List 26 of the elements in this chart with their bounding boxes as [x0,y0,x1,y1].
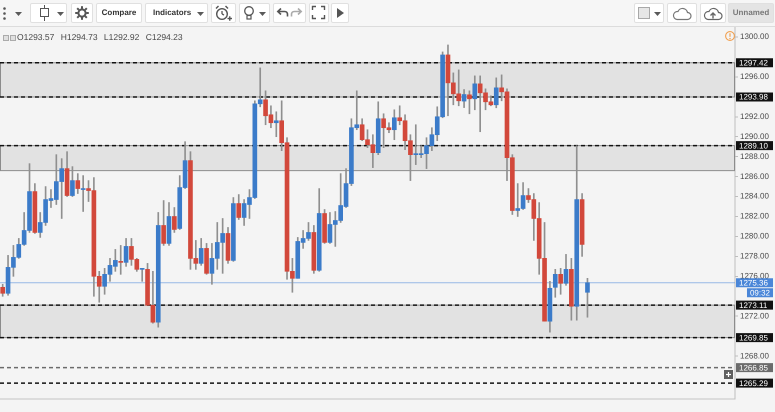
compare-button: Compare [96,3,142,23]
y-tick-label: 1296.00 [740,72,770,82]
text: 09:32 [750,288,771,298]
ref-line-label: 1265.29 [739,378,768,388]
y-tick-label: 1300.00 [740,32,770,42]
y-tick-label: 1278.00 [740,252,770,261]
y-tick-label: 1282.00 [740,212,770,221]
y-tick-label: 1286.00 [740,172,770,181]
unnamed-button: Unnamed [728,3,774,23]
ref-line-label: 1275.36 [739,278,768,288]
ref-line-label: 1289.10 [739,141,768,150]
indicators-button: Indicators [145,3,208,23]
y-tick-label: 1272.00 [740,311,770,320]
y-tick-label: 1284.00 [740,192,770,201]
ref-line-label: 1293.98 [739,92,768,102]
y-tick-label: 1290.00 [740,132,770,141]
y-tick-label: 1292.00 [740,112,770,121]
annotation: O1293.57 H1294.73 L1292.92 C1294.23 [17,32,183,42]
ref-line-label: 1297.42 [739,58,768,68]
y-tick-label: 1276.00 [740,272,770,281]
ref-line-label: 1266.85 [739,363,768,372]
y-tick-label: 1288.00 [740,152,770,161]
ref-line-label: 1269.85 [739,333,768,342]
ref-line-label: 1273.11 [739,300,768,310]
y-tick-label: 1280.00 [740,232,770,241]
y-tick-label: 1268.00 [740,351,770,360]
